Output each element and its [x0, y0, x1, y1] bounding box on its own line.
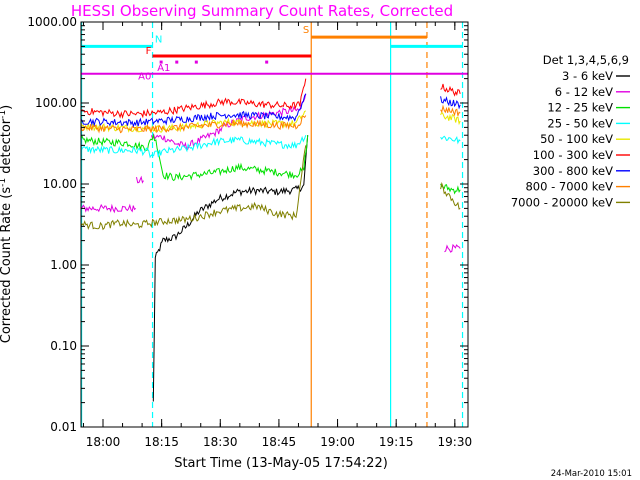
x-tick-label: 18:15: [144, 435, 179, 449]
x-tick-label: 19:00: [320, 435, 355, 449]
y-tick-label: 1000.00: [27, 15, 77, 29]
y-tick-label: 0.10: [50, 339, 77, 353]
state-label-n: N: [155, 34, 162, 45]
series-line-4-1: [440, 111, 461, 126]
series-line-8-0: [81, 145, 307, 231]
x-axis-label: Start Time (13-May-05 17:54:22): [174, 456, 388, 471]
x-tick-label: 18:45: [262, 435, 297, 449]
footer-timestamp: 24-Mar-2010 15:01: [551, 469, 632, 479]
series-line-7-1: [440, 104, 461, 117]
legend-label-8: 7000 - 20000 keV: [511, 195, 613, 209]
legend-label-1: 6 - 12 keV: [555, 85, 613, 99]
axes: 0.01 0.10 1.00 10.00 100.00 1000.00 18:00 18:15…: [27, 15, 472, 449]
y-tick-label: 100.00: [35, 96, 77, 110]
series-line-0-0: [152, 135, 309, 402]
legend-label-3: 25 - 50 keV: [547, 116, 613, 130]
legend-label-6: 300 - 800 keV: [533, 164, 613, 178]
series-line-5-0: [81, 78, 307, 119]
y-tick-label: 0.01: [50, 420, 77, 434]
y-axis-label: Corrected Count Rate (s-1 detector-1): [0, 105, 14, 343]
series-line-3-0: [81, 135, 307, 159]
state-label-f: F: [146, 46, 152, 57]
chart-title: HESSI Observing Summary Count Rates, Cor…: [71, 2, 453, 20]
state-dot-2: [194, 60, 198, 64]
series-line-3-1: [440, 135, 461, 145]
state-dot-1: [175, 60, 179, 64]
series-line-1-0: [81, 203, 137, 214]
x-tick-label: 19:15: [379, 435, 414, 449]
legend-label-0: 3 - 6 keV: [562, 69, 613, 83]
state-dot-0: [159, 60, 163, 64]
series-line-6-0: [81, 93, 307, 129]
x-tick-label: 18:30: [203, 435, 238, 449]
series-line-1-3: [444, 243, 461, 253]
series-line-1-2: [150, 93, 307, 151]
state-label-s: S: [303, 25, 309, 36]
legend-title: Det 1,3,4,5,6,9: [543, 53, 629, 67]
series-line-7-0: [81, 115, 307, 134]
legend-label-4: 50 - 100 keV: [540, 132, 613, 146]
legend: Det 1,3,4,5,6,9 3 - 6 keV 6 - 12 keV 12 - 2…: [511, 53, 630, 209]
legend-label-2: 12 - 25 keV: [547, 101, 613, 115]
state-dot-3: [265, 60, 269, 64]
legend-label-7: 800 - 7000 keV: [525, 180, 613, 194]
y-tick-label: 10.00: [43, 177, 77, 191]
y-tick-label: 1.00: [50, 258, 77, 272]
state-label-a0: A0: [138, 72, 151, 83]
legend-label-5: 100 - 300 keV: [533, 148, 613, 162]
series-line-5-1: [440, 83, 461, 97]
series-line-1-1: [136, 175, 144, 184]
series-line-2-0: [81, 133, 309, 182]
state-label-a1: A1: [157, 63, 170, 74]
series-line-8-1: [440, 181, 461, 210]
x-tick-label: 18:00: [86, 435, 121, 449]
x-tick-label: 19:30: [438, 435, 473, 449]
series-line-6-1: [440, 96, 461, 110]
plot-frame: [80, 21, 469, 428]
plot-area: N S F A0 A1: [81, 22, 468, 427]
series-line-2-1: [440, 183, 461, 195]
